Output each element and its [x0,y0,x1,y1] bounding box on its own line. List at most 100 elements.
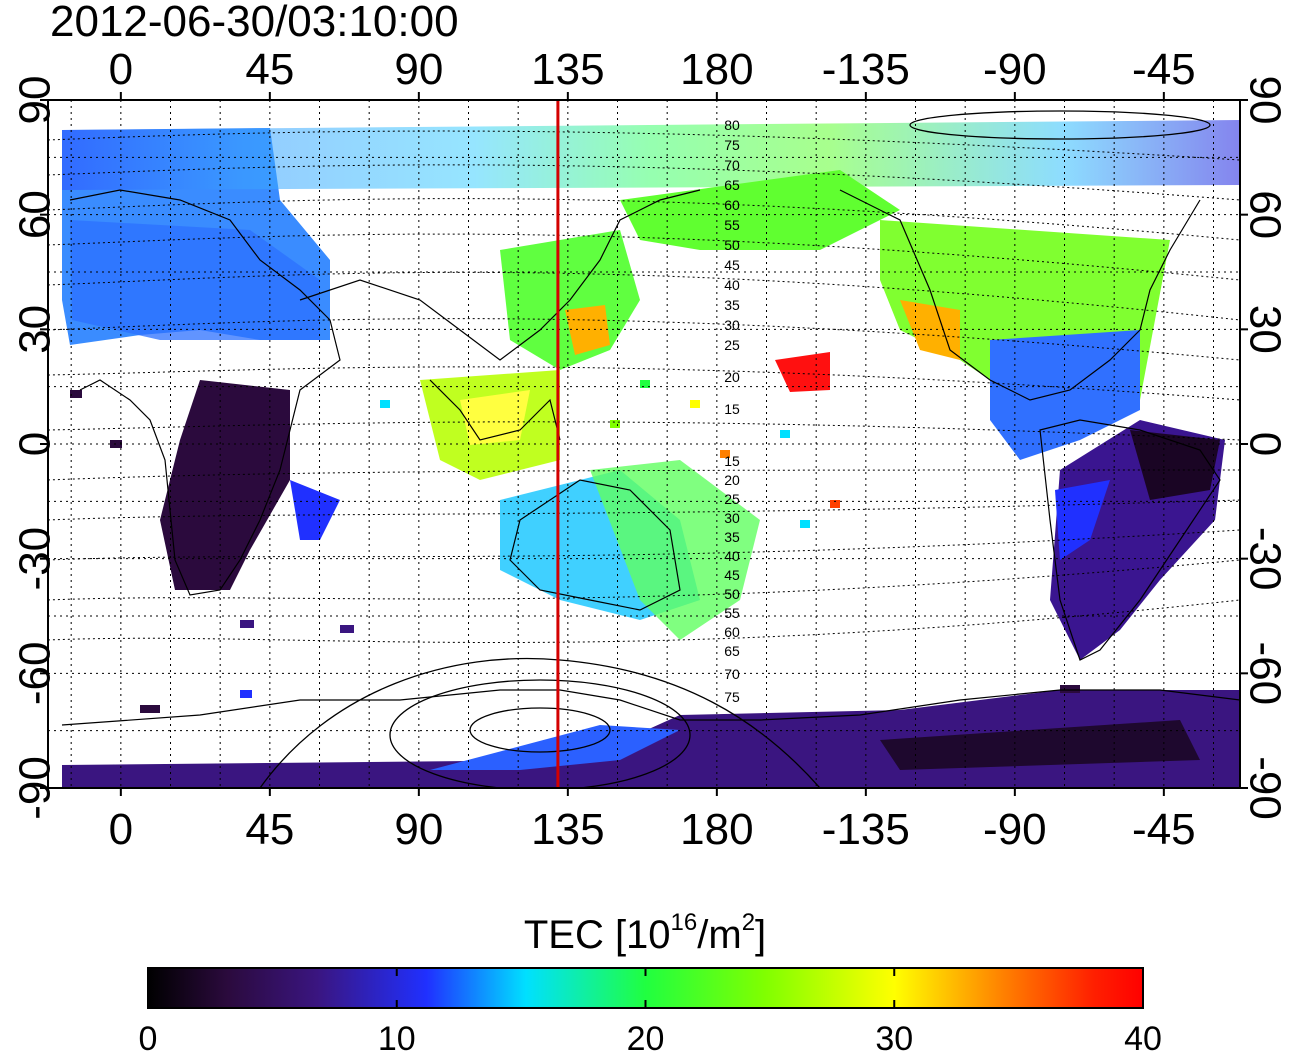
tec-point [640,380,650,388]
contour-label-south: 50 [724,586,740,602]
coastline-australia [509,479,681,611]
north-polar-contour [909,110,1211,140]
tec-region-arctic-top [62,120,1240,190]
mag-contour [48,499,1240,521]
colorbar-tick-label: 0 [139,1020,158,1057]
tec-point [780,430,790,438]
tec-region-australia-green [590,460,760,640]
tec-region-bering [620,170,900,250]
x-tick-bottom-label: 0 [109,805,133,854]
colorbar-title-unit-exponent: 2 [742,909,755,936]
contour-label-south: 40 [724,548,740,564]
tec-point [240,620,254,628]
contour-label-south: 35 [724,529,740,545]
tec-point [340,625,354,633]
mag-contour [48,271,1240,321]
contour-label-north: 15 [724,401,740,417]
contour-label-north: 50 [724,237,740,253]
tec-point [380,400,390,408]
mag-contour [48,233,1240,281]
contour-label-north: 60 [724,197,740,213]
mag-contour [48,599,1240,643]
contour-label-north: 80 [724,117,740,133]
x-tick-bottom-label: 90 [394,805,443,854]
x-tick-top-label: -45 [1132,45,1196,94]
y-tick-left-label: 30 [10,305,59,354]
tec-point [240,690,252,698]
tec-point [140,705,160,713]
colorbar-title-suffix: ] [755,913,766,957]
tec-point [690,400,700,408]
contour-label-north: 65 [724,177,740,193]
contour-labels: 80 75 70 65 60 55 50 45 40 35 30 25 20 15 15 20 25 30 35 40… [724,117,740,705]
tec-point [70,390,82,398]
colorbar-tick-label: 10 [378,1020,416,1057]
contour-label-south: 60 [724,624,740,640]
y-tick-left-label: 90 [10,76,59,125]
tec-point [800,520,810,528]
contour-label-north: 40 [724,277,740,293]
contour-label-south: 75 [724,689,740,705]
tec-map: 80 75 70 65 60 55 50 45 40 35 30 25 20 15 15 20 25 30 35 40… [10,45,1289,854]
contour-label-south: 30 [724,510,740,526]
y-tick-right-label: 90 [1241,76,1290,125]
contour-label-south: 65 [724,643,740,659]
x-tick-bottom-label: 45 [245,805,294,854]
tec-region-south-america-dark [1130,430,1220,500]
timestamp-title: 2012-06-30/03:10:00 [50,0,459,46]
y-tick-left-label: 60 [10,190,59,239]
colorbar-title: TEC [1016/m2] [524,909,766,957]
x-tick-top-label: 180 [680,45,753,94]
contour-label-south: 45 [724,567,740,583]
colorbar-tick-label: 40 [1124,1020,1162,1057]
contour-label-south: 70 [724,666,740,682]
y-tick-left-label: 0 [10,432,59,456]
y-tick-right-label: -30 [1241,527,1290,591]
mag-contour [48,559,1240,601]
contour-label-south: 20 [724,472,740,488]
contour-label-north: 75 [724,137,740,153]
contour-label-north: 55 [724,217,740,233]
y-tick-right-label: 0 [1241,432,1290,456]
mag-contour [48,318,1240,361]
mag-contour [48,164,1240,201]
axis-ticks: 0045459090135135180180-135-135-90-90-45-… [10,45,1289,854]
x-tick-top-label: 0 [109,45,133,94]
contour-label-north: 25 [724,337,740,353]
coastline-asia [299,189,701,361]
colorbar-tick-label: 30 [875,1020,913,1057]
tec-point [610,420,620,428]
contour-label-north: 45 [724,257,740,273]
contour-label-south: 15 [724,453,740,469]
mag-contour [48,421,1240,441]
x-tick-top-label: -90 [983,45,1047,94]
x-tick-bottom-label: -45 [1132,805,1196,854]
y-tick-right-label: 60 [1241,190,1290,239]
coastline-antarctica [61,689,1240,726]
tec-point [720,450,730,458]
x-tick-bottom-label: -90 [983,805,1047,854]
colorbar-title-unit: /m [697,913,741,957]
y-tick-right-label: 30 [1241,305,1290,354]
tec-colorbar: TEC [1016/m2] 0 10 20 30 40 [139,909,1162,1057]
colorbar-ticks: 0 10 20 30 40 [139,968,1162,1057]
coastline-europe-africa [69,189,341,596]
mag-contour [48,469,1240,481]
tec-region-indonesia-yellow [460,390,530,445]
mag-contour [48,198,1240,241]
contour-label-north: 35 [724,297,740,313]
mag-contour [48,366,1240,401]
x-tick-top-label: 45 [245,45,294,94]
y-tick-left-label: -60 [10,642,59,706]
y-tick-left-label: -30 [10,527,59,591]
x-tick-bottom-label: -135 [822,805,910,854]
x-tick-top-label: -135 [822,45,910,94]
polar-contours [259,110,1211,788]
contour-label-north: 30 [724,317,740,333]
x-tick-bottom-label: 135 [531,805,604,854]
tec-point [1060,685,1080,693]
mag-contour [48,529,1240,561]
south-polar-contour-mid [389,679,691,788]
tec-region-madagascar-blue [290,480,340,540]
